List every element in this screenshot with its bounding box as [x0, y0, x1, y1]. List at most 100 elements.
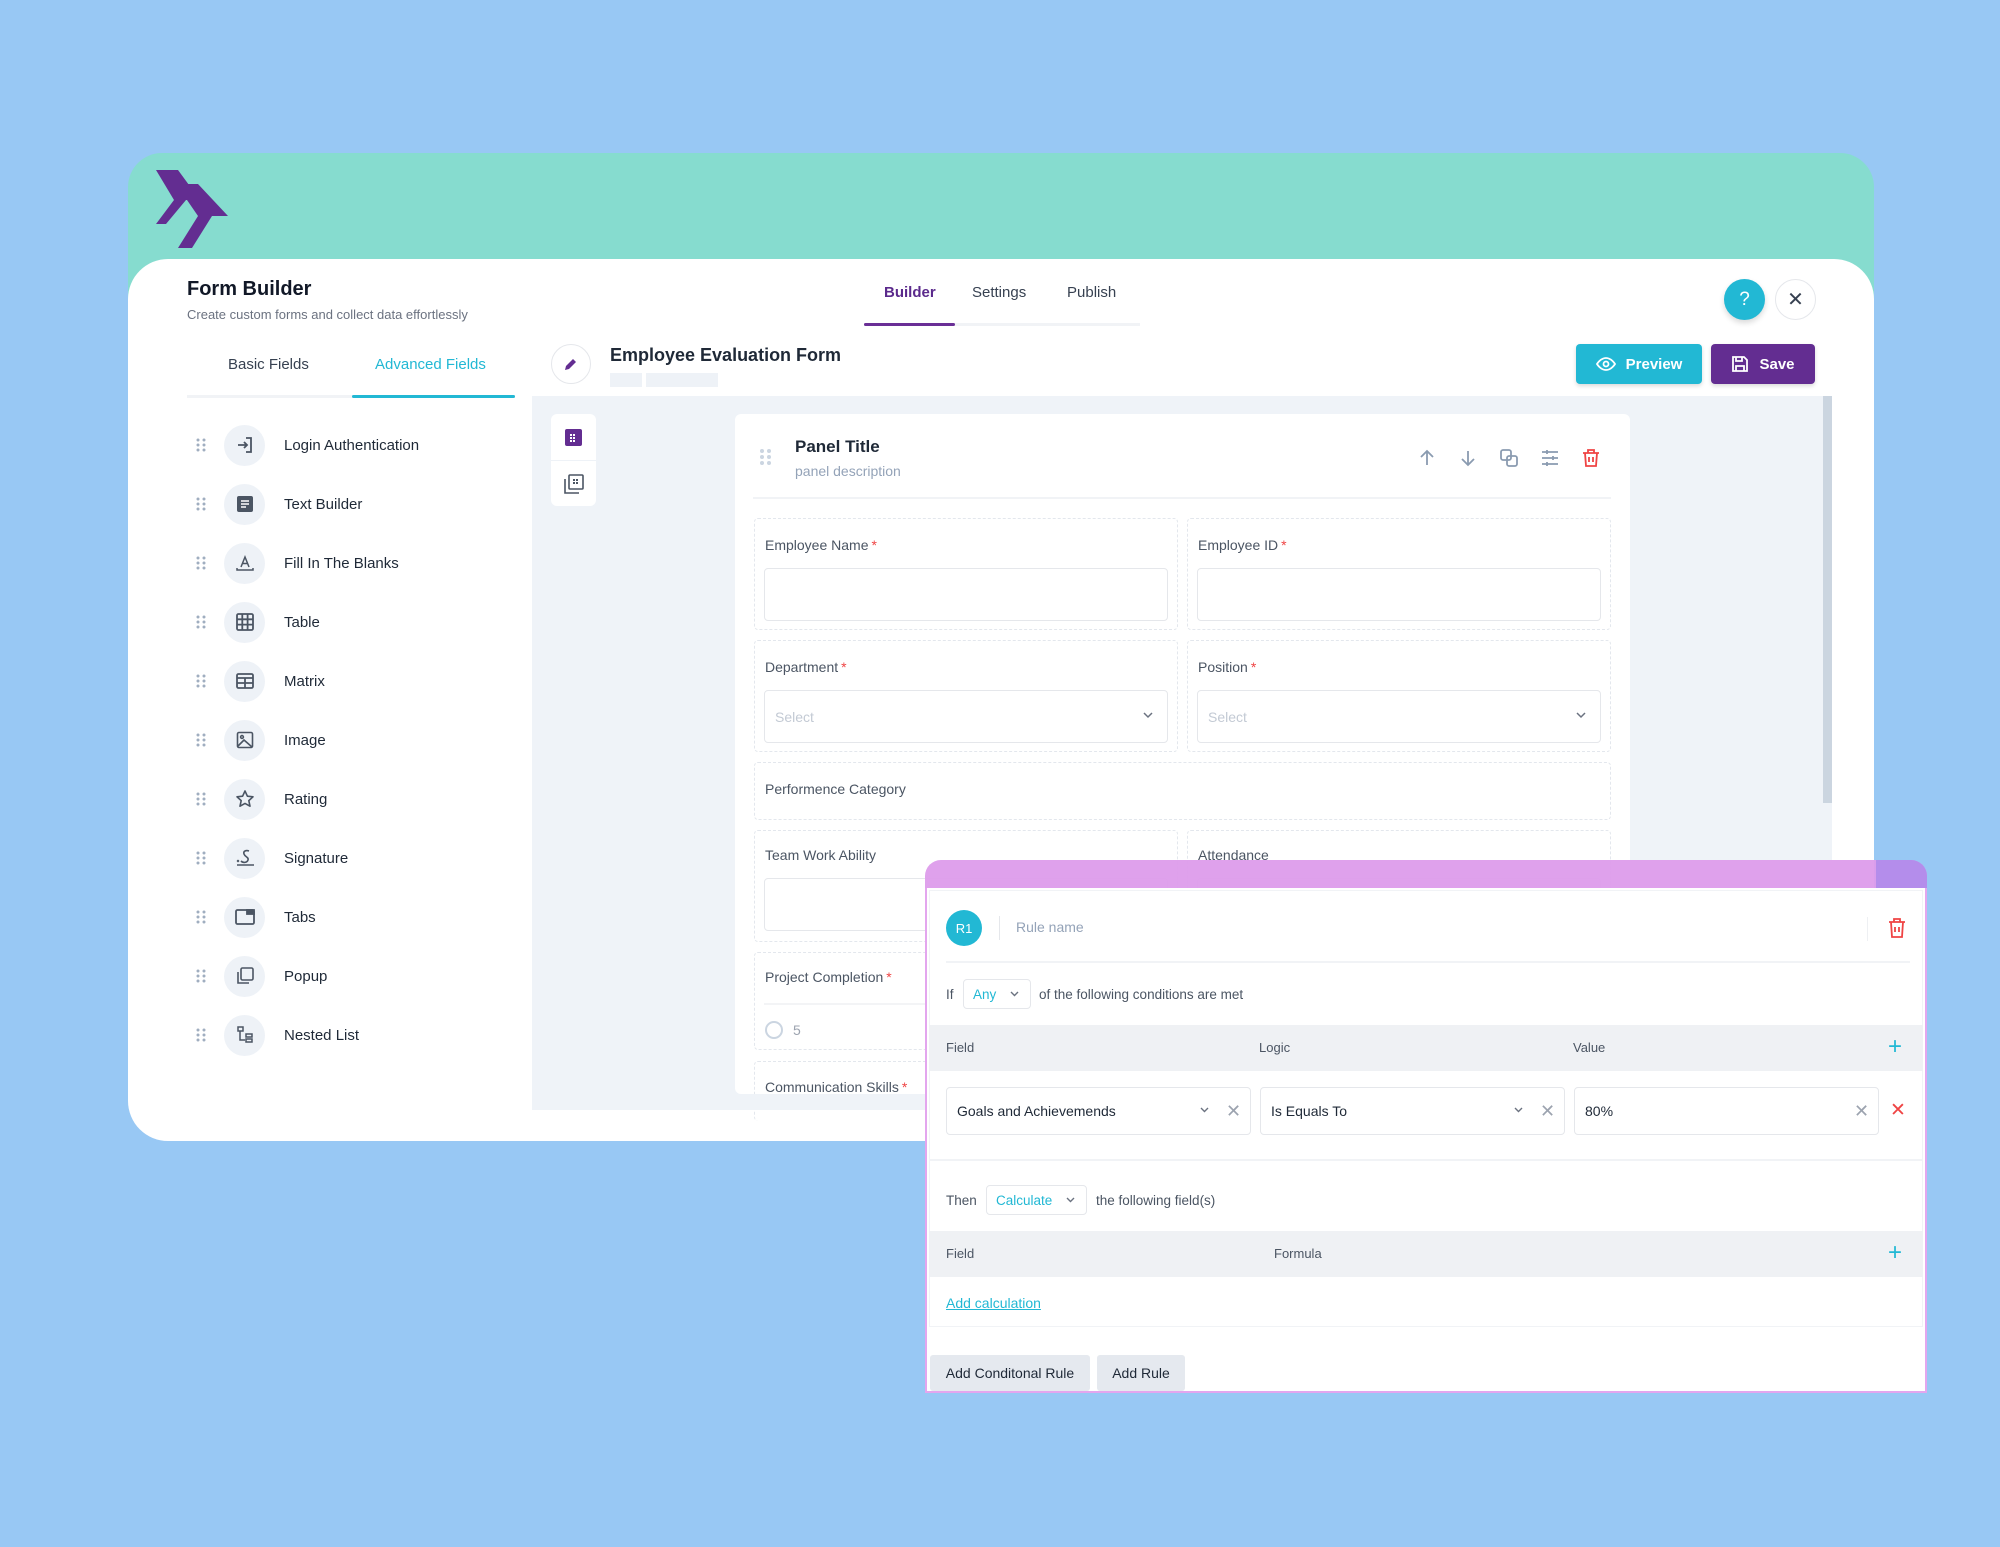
field-item-image[interactable]: Image: [196, 719, 496, 761]
condition-field-value: Goals and Achievemends: [957, 1103, 1116, 1119]
action-suffix: the following field(s): [1096, 1193, 1216, 1208]
condition-logic-value: Is Equals To: [1271, 1103, 1348, 1119]
field-item-login-authentication[interactable]: Login Authentication: [196, 424, 496, 466]
save-button[interactable]: Save: [1711, 344, 1815, 384]
field-item-table[interactable]: Table: [196, 601, 496, 643]
condition-value-input[interactable]: 80% ✕: [1574, 1087, 1879, 1135]
duplicate-icon[interactable]: [1497, 446, 1521, 470]
add-rule-button[interactable]: Add Rule: [1097, 1355, 1185, 1391]
save-label: Save: [1759, 355, 1795, 373]
question-department[interactable]: Department * Select: [754, 640, 1178, 752]
drag-handle-icon[interactable]: [196, 438, 206, 452]
help-button[interactable]: ?: [1724, 279, 1765, 320]
add-calculation-icon[interactable]: +: [1888, 1239, 1903, 1266]
settings-sliders-icon[interactable]: [1538, 446, 1562, 470]
drag-handle-icon[interactable]: [196, 733, 206, 747]
question-label: Team Work Ability: [765, 847, 876, 863]
required-asterisk: *: [886, 969, 892, 985]
field-item-signature[interactable]: Signature: [196, 837, 496, 879]
question-employee-name[interactable]: Employee Name *: [754, 518, 1178, 630]
condition-value: 80%: [1585, 1103, 1614, 1119]
drag-handle-icon[interactable]: [196, 497, 206, 511]
move-up-icon[interactable]: [1415, 446, 1439, 470]
match-type-select[interactable]: Any: [963, 979, 1031, 1009]
department-select[interactable]: Select: [764, 690, 1168, 743]
clear-logic-icon[interactable]: ✕: [1540, 1101, 1556, 1121]
question-performance-category[interactable]: Performence Category: [754, 762, 1611, 820]
question-employee-id[interactable]: Employee ID *: [1187, 518, 1611, 630]
drag-handle-icon[interactable]: [196, 615, 206, 629]
field-item-label: Text Builder: [284, 495, 363, 513]
select-placeholder: Select: [1208, 709, 1247, 725]
chevron-down-icon: [1143, 712, 1153, 719]
drag-handle-icon[interactable]: [196, 910, 206, 924]
rule-name-input[interactable]: Rule name: [1016, 919, 1084, 935]
condition-field-select[interactable]: Goals and Achievemends ✕: [946, 1087, 1251, 1135]
panel-actions: [1415, 446, 1603, 470]
position-select[interactable]: Select: [1197, 690, 1601, 743]
drag-handle-icon[interactable]: [196, 556, 206, 570]
popup-icon: [224, 955, 265, 997]
question-position[interactable]: Position * Select: [1187, 640, 1611, 752]
delete-rule-icon[interactable]: [1887, 917, 1907, 939]
close-button[interactable]: ✕: [1775, 279, 1816, 320]
app-title: Form Builder: [187, 278, 312, 300]
if-label: If: [946, 987, 954, 1002]
rule-divider: [946, 961, 1910, 963]
canvas-scrollbar[interactable]: [1823, 396, 1832, 803]
separator: [1867, 917, 1868, 941]
field-item-popup[interactable]: Popup: [196, 955, 496, 997]
drag-handle-icon[interactable]: [196, 969, 206, 983]
tab-basic-fields[interactable]: Basic Fields: [228, 356, 309, 373]
field-item-rating[interactable]: Rating: [196, 778, 496, 820]
remove-condition-icon[interactable]: ✕: [1890, 1100, 1906, 1121]
field-item-text-builder[interactable]: Text Builder: [196, 483, 496, 525]
clear-value-icon[interactable]: ✕: [1854, 1101, 1870, 1121]
drag-handle-icon[interactable]: [196, 1028, 206, 1042]
add-calculation-link[interactable]: Add calculation: [946, 1295, 1041, 1311]
grid-block-icon: [565, 428, 582, 446]
employee-name-input[interactable]: [764, 568, 1168, 621]
edit-form-button[interactable]: [551, 344, 591, 384]
question-label: Communication Skills *: [765, 1079, 908, 1095]
panel-description[interactable]: panel description: [795, 463, 901, 479]
nested-list-icon: [224, 1014, 265, 1056]
preview-button[interactable]: Preview: [1576, 344, 1702, 384]
add-conditional-rule-button[interactable]: Add Conditonal Rule: [930, 1355, 1090, 1391]
drag-handle-icon[interactable]: [196, 674, 206, 688]
field-item-matrix[interactable]: Matrix: [196, 660, 496, 702]
field-item-nested-list[interactable]: Nested List: [196, 1014, 496, 1056]
panel-title[interactable]: Panel Title: [795, 437, 880, 456]
required-asterisk: *: [901, 1079, 908, 1095]
form-title[interactable]: Employee Evaluation Form: [610, 345, 842, 365]
employee-id-input[interactable]: [1197, 568, 1601, 621]
question-label: Position *: [1198, 659, 1257, 675]
active-tab-indicator: [864, 323, 955, 326]
floppy-disk-icon: [1732, 356, 1749, 372]
radio-button[interactable]: [765, 1021, 783, 1039]
chevron-down-icon: [1010, 991, 1019, 997]
tab-advanced-fields[interactable]: Advanced Fields: [375, 356, 486, 373]
panel-drag-handle-icon[interactable]: [760, 449, 771, 465]
panel-tool-button[interactable]: [551, 414, 596, 460]
tab-builder[interactable]: Builder: [884, 284, 936, 301]
tab-publish[interactable]: Publish: [1067, 284, 1117, 301]
field-item-fill-in-the-blanks[interactable]: Fill In The Blanks: [196, 542, 496, 584]
delete-panel-icon[interactable]: [1579, 446, 1603, 470]
clear-field-icon[interactable]: ✕: [1226, 1101, 1242, 1121]
drag-handle-icon[interactable]: [196, 792, 206, 806]
drag-handle-icon[interactable]: [196, 851, 206, 865]
question-label: Project Completion *: [765, 969, 892, 985]
star-icon: [224, 778, 265, 820]
action-select[interactable]: Calculate: [986, 1185, 1087, 1215]
condition-logic-select[interactable]: Is Equals To ✕: [1260, 1087, 1565, 1135]
page-tool-button[interactable]: [551, 460, 596, 506]
field-type-tabs: Basic Fields Advanced Fields: [187, 342, 515, 398]
field-item-tabs[interactable]: Tabs: [196, 896, 496, 938]
tab-settings[interactable]: Settings: [972, 284, 1027, 301]
field-item-label: Nested List: [284, 1026, 360, 1044]
description-placeholder: [646, 373, 718, 387]
add-condition-icon[interactable]: +: [1888, 1033, 1903, 1060]
move-down-icon[interactable]: [1456, 446, 1480, 470]
radio-option-label: 5: [793, 1022, 801, 1038]
